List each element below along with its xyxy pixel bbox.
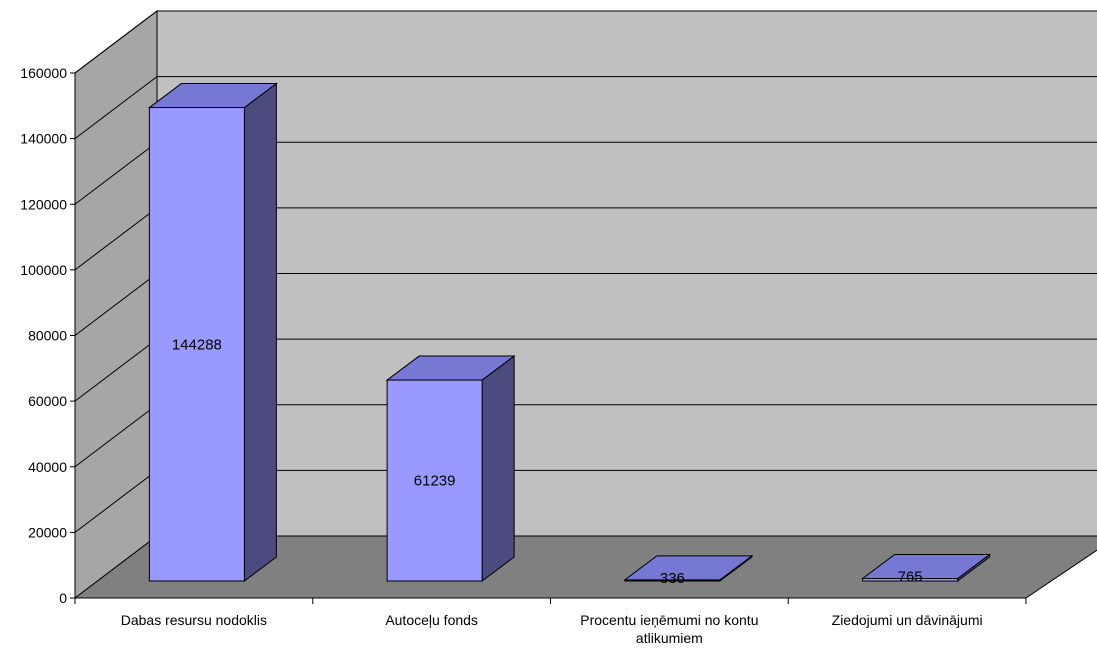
gridline-side <box>74 76 158 140</box>
x-tick-label: Ziedojumi un dāvinājumi <box>832 612 983 628</box>
y-tick-label: 80000 <box>28 328 67 344</box>
gridline-side <box>74 207 158 271</box>
x-tick-label: Dabas resursu nodoklis <box>121 612 267 628</box>
gridline-side <box>74 404 158 468</box>
bar <box>148 107 245 582</box>
bar <box>386 379 483 582</box>
data-label: 144288 <box>172 336 222 353</box>
bar-top <box>861 553 992 579</box>
y-tick-label: 60000 <box>28 393 67 409</box>
y-tick-label: 160000 <box>20 65 67 81</box>
x-tick-label: Autoceļu fonds <box>385 612 478 628</box>
gridline-side <box>74 338 158 402</box>
bar-side <box>243 82 277 582</box>
x-tick-label: atlikumiem <box>636 630 703 646</box>
gridlines <box>74 10 1097 533</box>
y-tick-label: 20000 <box>28 524 67 540</box>
gridline-side <box>74 469 158 533</box>
y-tick-label: 120000 <box>20 196 67 212</box>
y-tick-label: 0 <box>59 590 67 606</box>
labels: 0 20000 40000 60000 80000 100000 120000 140000 1… <box>20 65 982 646</box>
bars <box>147 82 992 582</box>
data-label: 336 <box>660 570 685 587</box>
bar-top <box>147 83 278 109</box>
axes <box>70 72 1027 604</box>
bar-top <box>623 555 754 581</box>
data-label: 765 <box>898 568 923 585</box>
y-tick-label: 100000 <box>20 262 67 278</box>
bar-top <box>385 355 516 381</box>
y-tick-label: 140000 <box>20 131 67 147</box>
y-tick-label: 40000 <box>28 459 67 475</box>
x-tick-label: Procentu ieņēmumi no kontu <box>580 612 758 628</box>
gridline-side <box>74 141 158 205</box>
gridline-side <box>74 273 158 336</box>
gridline-side <box>74 10 158 74</box>
bar-side <box>481 355 515 582</box>
data-label: 61239 <box>414 473 456 490</box>
